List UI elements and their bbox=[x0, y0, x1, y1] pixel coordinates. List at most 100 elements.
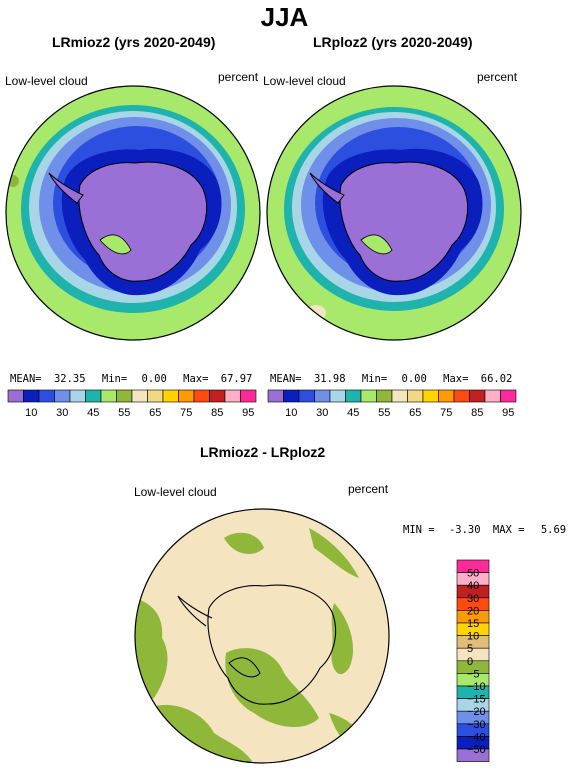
right-panel-title: LRploz2 (yrs 2020-2049) bbox=[313, 34, 473, 50]
colorbar-swatch bbox=[100, 389, 117, 403]
colorbar-tick-label: 55 bbox=[118, 407, 130, 419]
min-value: 0.00 bbox=[401, 373, 427, 385]
colorbar-tick-label: 55 bbox=[378, 407, 390, 419]
colorbar-swatch bbox=[360, 389, 377, 403]
antarctica-coastline bbox=[207, 584, 337, 705]
colorbar-swatch bbox=[456, 748, 490, 762]
negative-patch-south-central bbox=[225, 648, 319, 728]
colorbar-tick-label: −30 bbox=[467, 719, 486, 731]
left-panel-title: LRmioz2 (yrs 2020-2049) bbox=[52, 34, 216, 50]
colorbar-swatch bbox=[209, 389, 226, 403]
colorbar-tick-label: 50 bbox=[467, 568, 479, 580]
colorbar-swatch bbox=[314, 389, 331, 403]
colorbar-swatch bbox=[345, 389, 362, 403]
right-stats: MEAN= 31.98 Min= 0.00 Max= 66.02 bbox=[270, 373, 512, 385]
left-stats: MEAN= 32.35 Min= 0.00 Max= 67.97 bbox=[10, 373, 252, 385]
colorbar-tick-label: 5 bbox=[467, 643, 473, 655]
antarctica-continent bbox=[339, 161, 469, 282]
max-label: Max= bbox=[443, 373, 469, 385]
min-value: -3.30 bbox=[448, 524, 481, 536]
max-label: MAX = bbox=[492, 524, 525, 536]
colorbar-swatch bbox=[178, 389, 195, 403]
colorbar-tick-label: 10 bbox=[25, 407, 37, 419]
colorbar-tick-label: 10 bbox=[467, 631, 479, 643]
antarctic-peninsula bbox=[48, 172, 84, 204]
max-value: 67.97 bbox=[220, 373, 253, 385]
figure-title: JJA bbox=[260, 2, 309, 32]
ross-sea-coastline bbox=[228, 657, 261, 678]
colorbar-swatch bbox=[376, 389, 393, 403]
colorbar-tick-label: −50 bbox=[467, 744, 486, 756]
map-boundary bbox=[134, 508, 390, 764]
right-units-label: percent bbox=[477, 70, 518, 84]
colorbar-tick-label: 95 bbox=[502, 407, 514, 419]
ross-sea-coastline bbox=[360, 234, 393, 255]
max-label: Max= bbox=[183, 373, 209, 385]
colorbar-swatch bbox=[193, 389, 210, 403]
mean-label: MEAN= bbox=[10, 373, 42, 385]
colorbar-swatch bbox=[69, 389, 86, 403]
colorbar-tick-label: −20 bbox=[467, 706, 486, 718]
colorbar-swatch bbox=[85, 389, 102, 403]
min-label: MIN = bbox=[403, 524, 435, 536]
antarctica-continent bbox=[78, 161, 208, 282]
colorbar-tick-label: 85 bbox=[211, 407, 223, 419]
colorbar-swatch bbox=[131, 389, 148, 403]
colorbar-swatch bbox=[116, 389, 133, 403]
left-units-label: percent bbox=[218, 70, 259, 84]
colorbar-swatch bbox=[484, 389, 501, 403]
colorbar-tick-label: 65 bbox=[409, 407, 421, 419]
colorbar-tick-label: 75 bbox=[180, 407, 192, 419]
min-label: Min= bbox=[361, 373, 388, 385]
colorbar-swatch bbox=[7, 389, 24, 403]
colorbar-swatch bbox=[500, 389, 517, 403]
colorbar-swatch bbox=[23, 389, 40, 403]
colorbar-tick-label: 30 bbox=[316, 407, 328, 419]
min-value: 0.00 bbox=[141, 373, 167, 385]
right-variable-label: Low-level cloud bbox=[263, 74, 346, 88]
colorbar-swatch bbox=[240, 389, 257, 403]
colorbar-swatch bbox=[422, 389, 439, 403]
difference-title: LRmioz2 - LRploz2 bbox=[200, 444, 326, 460]
min-label: Min= bbox=[101, 373, 128, 385]
colorbar-tick-label: 0 bbox=[467, 656, 473, 668]
colorbar-swatch bbox=[224, 389, 241, 403]
colorbar-swatch bbox=[438, 389, 455, 403]
colorbar-swatch bbox=[453, 389, 470, 403]
colorbar-tick-label: 15 bbox=[467, 618, 479, 630]
difference-stats: MIN = -3.30 MAX = 5.69 bbox=[403, 524, 566, 536]
difference-polar-map bbox=[134, 508, 390, 764]
colorbar-swatch bbox=[298, 389, 315, 403]
colorbar-tick-label: 45 bbox=[87, 407, 99, 419]
colorbar-tick-label: 30 bbox=[56, 407, 68, 419]
ross-sea-coastline bbox=[99, 234, 132, 255]
colorbar-tick-label: 45 bbox=[347, 407, 359, 419]
difference-units-label: percent bbox=[348, 482, 389, 496]
negative-patch-north bbox=[224, 532, 264, 554]
colorbar-tick-label: 85 bbox=[471, 407, 483, 419]
negative-patch-east bbox=[331, 603, 354, 675]
left-polar-map bbox=[5, 85, 261, 341]
antarctic-peninsula bbox=[309, 172, 345, 204]
peninsula-coastline bbox=[177, 595, 213, 627]
colorbar-swatch bbox=[147, 389, 164, 403]
max-value: 66.02 bbox=[480, 373, 513, 385]
colorbar-swatch bbox=[407, 389, 424, 403]
right-polar-map bbox=[266, 85, 522, 341]
colorbar-swatch bbox=[162, 389, 179, 403]
difference-variable-label: Low-level cloud bbox=[134, 485, 217, 499]
negative-patch-northeast bbox=[309, 528, 359, 578]
mean-value: 32.35 bbox=[53, 373, 86, 385]
colorbar-tick-label: 65 bbox=[149, 407, 161, 419]
colorbar-tick-label: 20 bbox=[467, 605, 479, 617]
colorbar-swatch bbox=[391, 389, 408, 403]
mean-value: 31.98 bbox=[313, 373, 346, 385]
colorbar-tick-label: 10 bbox=[285, 407, 297, 419]
map-boundary bbox=[5, 85, 261, 341]
max-value: 5.69 bbox=[540, 524, 567, 536]
colorbar-tick-label: 30 bbox=[467, 593, 479, 605]
map-boundary bbox=[266, 85, 522, 341]
colorbar-tick-label: 95 bbox=[242, 407, 254, 419]
colorbar-tick-label: 40 bbox=[467, 580, 479, 592]
